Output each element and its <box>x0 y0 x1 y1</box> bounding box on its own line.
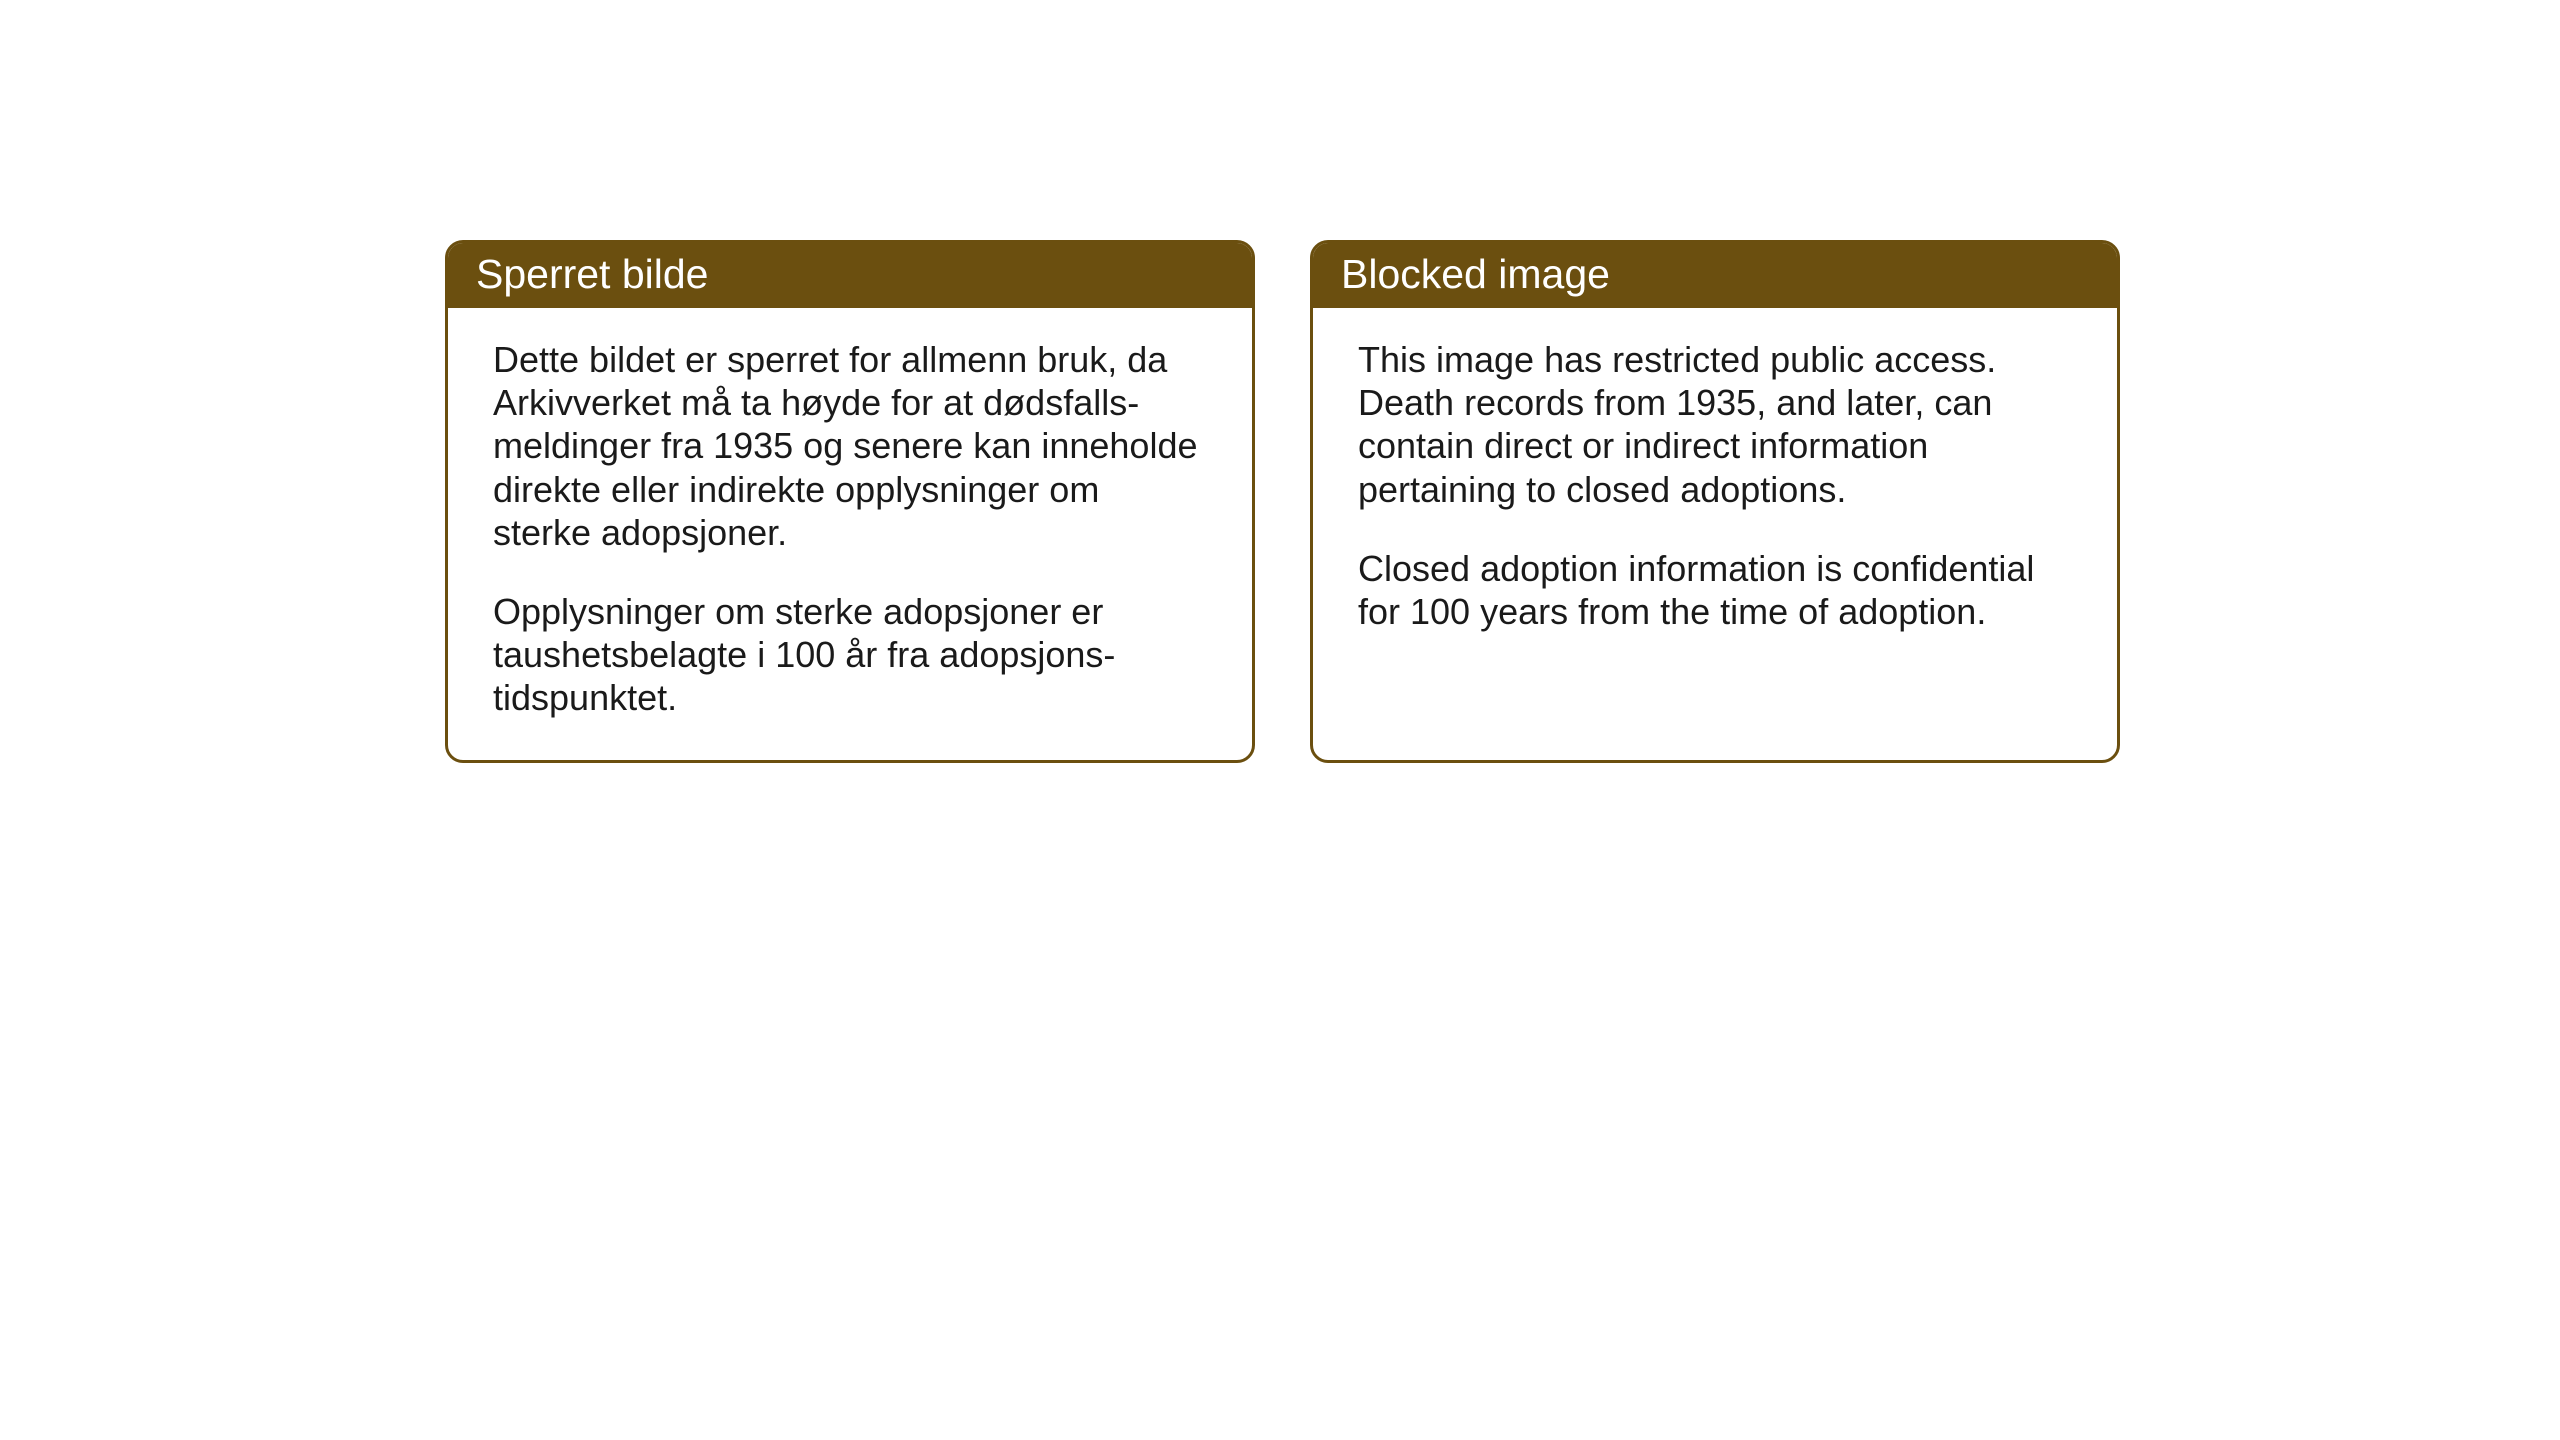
english-paragraph-2: Closed adoption information is confident… <box>1358 547 2072 633</box>
norwegian-paragraph-1: Dette bildet er sperret for allmenn bruk… <box>493 338 1207 554</box>
notice-container: Sperret bilde Dette bildet er sperret fo… <box>445 240 2120 763</box>
english-card: Blocked image This image has restricted … <box>1310 240 2120 763</box>
english-card-title: Blocked image <box>1313 243 2117 308</box>
norwegian-card: Sperret bilde Dette bildet er sperret fo… <box>445 240 1255 763</box>
norwegian-paragraph-2: Opplysninger om sterke adopsjoner er tau… <box>493 590 1207 720</box>
english-card-body: This image has restricted public access.… <box>1313 308 2117 673</box>
norwegian-card-title: Sperret bilde <box>448 243 1252 308</box>
english-paragraph-1: This image has restricted public access.… <box>1358 338 2072 511</box>
norwegian-card-body: Dette bildet er sperret for allmenn bruk… <box>448 308 1252 760</box>
